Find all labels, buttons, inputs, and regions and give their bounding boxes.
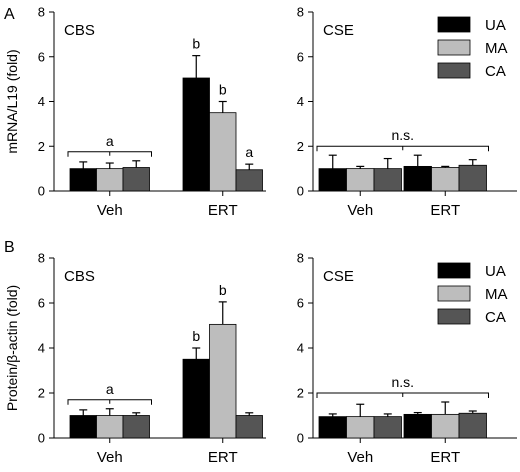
significance-bracket: [316, 145, 489, 152]
panel-letter-a: A: [4, 6, 15, 23]
legend-label-ua: UA: [485, 17, 506, 34]
x-tick-label-veh: Veh: [97, 202, 123, 219]
chart-panel-a-cbs: 0 2 4 6 8 mRNA/L19 (fold) CBS Veh ERT b b a a: [4, 5, 266, 219]
bar-ua: [69, 415, 97, 439]
significance-label: b: [192, 36, 200, 52]
bar-ua: [182, 358, 210, 439]
bar-ca: [373, 416, 402, 439]
legend-label-ma: MA: [485, 286, 508, 303]
y-tick-label: 0: [297, 184, 304, 199]
bar-ma: [209, 323, 237, 439]
significance-bracket: [316, 392, 489, 398]
chart-panel-b-cse: 0 2 4 6 8 CSE Veh ERT n.s. UA MA CA: [297, 251, 517, 466]
significance-label: n.s.: [391, 127, 414, 143]
x-tick-label-veh: Veh: [347, 202, 373, 219]
significance-label: n.s.: [391, 374, 414, 390]
panel-title: CBS: [64, 22, 95, 39]
bar-ma: [96, 168, 124, 192]
chart-panel-a-cse: 0 2 4 6 8 CSE Veh ERT n.s. UA MA CA: [297, 5, 517, 219]
bar-ua: [182, 77, 210, 192]
bar-ca: [458, 412, 487, 439]
y-tick-label: 4: [38, 341, 45, 356]
panel-letter-b: B: [4, 239, 15, 256]
y-tick-label: 0: [297, 431, 304, 446]
significance-label: b: [192, 328, 200, 344]
bar-ca: [458, 164, 487, 192]
panel-title: CSE: [323, 22, 354, 39]
y-tick-label: 2: [297, 139, 304, 154]
bar-ua: [69, 168, 97, 192]
y-tick-label: 4: [297, 94, 304, 109]
bar-ca: [373, 168, 402, 192]
bar-ua: [403, 413, 432, 439]
panel-title: CBS: [64, 268, 95, 285]
y-tick-label: 8: [38, 251, 45, 266]
x-tick-label-ert: ERT: [430, 202, 460, 219]
legend-label-ca: CA: [485, 309, 506, 326]
x-tick-label-ert: ERT: [208, 202, 238, 219]
y-axis-label: Protein/β-actin (fold): [4, 285, 20, 411]
y-tick-label: 2: [38, 386, 45, 401]
y-tick-label: 8: [297, 251, 304, 266]
legend-swatch-ca: [437, 308, 471, 325]
plots: 0 2 4 6 8 mRNA/L19 (fold) CBS Veh ERT b b a a 0 2 4 6 8 CS…: [4, 5, 517, 466]
bar-ma: [431, 413, 460, 439]
y-tick-label: 6: [297, 49, 304, 64]
bar-ca: [235, 169, 263, 192]
bar-ca: [122, 415, 150, 439]
y-tick-label: 6: [297, 296, 304, 311]
legend-label-ca: CA: [485, 63, 506, 80]
legend-swatch-ua: [437, 16, 471, 33]
y-tick-label: 0: [38, 184, 45, 199]
bar-ma: [346, 416, 375, 439]
significance-label: a: [106, 381, 114, 397]
y-tick-label: 4: [38, 94, 45, 109]
x-tick-label-ert: ERT: [430, 449, 460, 466]
legend-label-ua: UA: [485, 263, 506, 280]
y-tick-label: 6: [38, 296, 45, 311]
bar-ua: [318, 416, 347, 439]
x-tick-label-veh: Veh: [347, 449, 373, 466]
significance-label: a: [245, 144, 253, 160]
y-tick-label: 2: [297, 386, 304, 401]
bar-ua: [318, 168, 347, 192]
bar-ma: [431, 167, 460, 192]
significance-label: a: [106, 133, 114, 149]
bar-ca: [235, 415, 263, 439]
legend-swatch-ma: [437, 39, 471, 56]
bar-ma: [209, 112, 237, 192]
legend-swatch-ma: [437, 285, 471, 302]
y-axis-label: mRNA/L19 (fold): [4, 49, 20, 153]
legend-swatch-ua: [437, 262, 471, 279]
x-tick-label-veh: Veh: [97, 449, 123, 466]
y-tick-label: 8: [297, 5, 304, 20]
x-tick-label-ert: ERT: [208, 449, 238, 466]
significance-label: b: [219, 82, 227, 98]
panel-title: CSE: [323, 268, 354, 285]
chart-panel-b-cbs: 0 2 4 6 8 Protein/β-actin (fold) CBS Veh ERT b b a: [4, 251, 266, 466]
legend-label-ma: MA: [485, 40, 508, 57]
bar-ca: [122, 167, 150, 192]
bar-ua: [403, 165, 432, 192]
y-tick-label: 6: [38, 49, 45, 64]
significance-label: b: [219, 282, 227, 298]
y-tick-label: 0: [38, 431, 45, 446]
bar-ma: [96, 415, 124, 439]
legend-swatch-ca: [437, 62, 471, 79]
y-tick-label: 8: [38, 5, 45, 20]
bar-ma: [346, 168, 375, 192]
y-tick-label: 2: [38, 139, 45, 154]
significance-bracket: [67, 399, 152, 405]
y-tick-label: 4: [297, 341, 304, 356]
significance-bracket: [67, 151, 152, 157]
